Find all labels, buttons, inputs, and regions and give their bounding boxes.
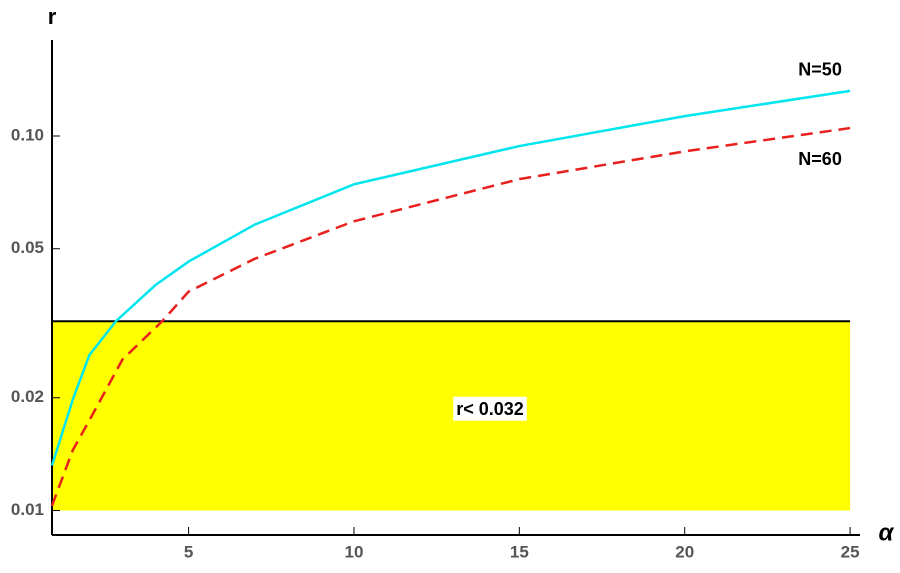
x-tick-label: 20 [675, 542, 694, 561]
y-tick-label: 0.10 [11, 125, 44, 144]
y-tick-label: 0.02 [11, 387, 44, 406]
x-tick-label: 5 [184, 542, 193, 561]
line [50, 126, 851, 507]
x-tick-label: 15 [510, 542, 529, 561]
region-label: r< 0.032 [456, 399, 524, 419]
series-label: N=60 [798, 149, 842, 169]
region-label-bg [453, 396, 527, 421]
y-axis-label: r [48, 4, 57, 29]
x-axis-label: α [879, 519, 895, 546]
x-tick-label: 10 [345, 542, 364, 561]
series-label: N=50 [798, 60, 842, 80]
x-tick-label: 25 [841, 542, 860, 561]
region [52, 321, 851, 511]
y-tick-label: 0.05 [11, 238, 44, 257]
line [50, 89, 851, 466]
y-tick-label: 0.01 [11, 500, 44, 519]
